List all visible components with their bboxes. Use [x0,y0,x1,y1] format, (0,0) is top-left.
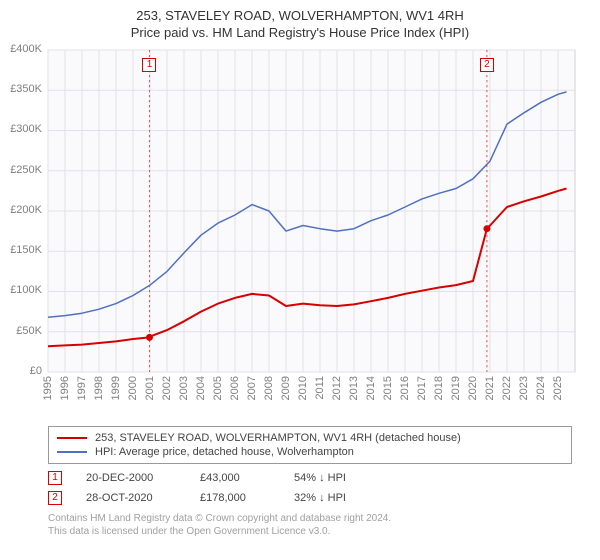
sale-delta: 32% ↓ HPI [294,492,374,504]
attribution-line1: Contains HM Land Registry data © Crown c… [48,512,572,525]
title-line2: Price paid vs. HM Land Registry's House … [0,25,600,42]
sale-row: 1 20-DEC-2000 £43,000 54% ↓ HPI [48,468,572,488]
y-tick-label: £250K [0,164,42,176]
legend-label-property: 253, STAVELEY ROAD, WOLVERHAMPTON, WV1 4… [95,432,461,444]
x-tick-label: 2017 [416,376,428,400]
sale-marker-box: 1 [142,58,156,72]
sale-date: 28-OCT-2020 [86,492,176,504]
x-tick-label: 2016 [399,376,411,400]
x-tick-label: 2008 [263,376,275,400]
x-tick-label: 2005 [212,376,224,400]
attribution-line2: This data is licensed under the Open Gov… [48,525,572,538]
x-tick-label: 2011 [314,376,326,400]
y-tick-label: £100K [0,284,42,296]
y-tick-label: £200K [0,204,42,216]
x-tick-label: 2018 [433,376,445,400]
legend-row: 253, STAVELEY ROAD, WOLVERHAMPTON, WV1 4… [57,431,563,445]
sale-price: £43,000 [200,472,270,484]
sale-price: £178,000 [200,492,270,504]
x-tick-label: 2025 [552,376,564,400]
x-tick-label: 2013 [348,376,360,400]
sale-delta: 54% ↓ HPI [294,472,374,484]
sale-marker-2: 2 [48,491,62,505]
x-tick-label: 1996 [59,376,71,400]
legend-row: HPI: Average price, detached house, Wolv… [57,445,563,459]
x-tick-label: 2012 [331,376,343,400]
chart-titles: 253, STAVELEY ROAD, WOLVERHAMPTON, WV1 4… [0,0,600,42]
x-tick-label: 2004 [195,376,207,400]
y-tick-label: £300K [0,123,42,135]
y-tick-label: £400K [0,43,42,55]
x-tick-label: 2023 [518,376,530,400]
sale-row: 2 28-OCT-2020 £178,000 32% ↓ HPI [48,488,572,508]
y-tick-label: £50K [0,325,42,337]
x-tick-label: 2000 [127,376,139,400]
x-tick-label: 2019 [450,376,462,400]
x-tick-label: 2021 [484,376,496,400]
x-tick-label: 1997 [76,376,88,400]
x-tick-label: 2001 [144,376,156,400]
legend-swatch-hpi [57,451,87,453]
x-tick-label: 1995 [42,376,54,400]
x-tick-label: 2006 [229,376,241,400]
series-legend: 253, STAVELEY ROAD, WOLVERHAMPTON, WV1 4… [48,426,572,464]
x-tick-label: 2002 [161,376,173,400]
x-tick-label: 1998 [93,376,105,400]
title-line1: 253, STAVELEY ROAD, WOLVERHAMPTON, WV1 4… [0,8,600,25]
sale-date: 20-DEC-2000 [86,472,176,484]
chart-svg [0,42,600,422]
x-tick-label: 2007 [246,376,258,400]
x-tick-label: 2010 [297,376,309,400]
y-tick-label: £350K [0,83,42,95]
x-tick-label: 2024 [535,376,547,400]
x-tick-label: 2022 [501,376,513,400]
y-tick-label: £0 [0,365,42,377]
chart-area: £0 £50K £100K £150K £200K £250K £300K £350K £400… [0,42,600,422]
x-tick-label: 2020 [467,376,479,400]
y-tick-label: £150K [0,244,42,256]
x-tick-label: 2009 [280,376,292,400]
x-tick-label: 2014 [365,376,377,400]
sale-marker-1: 1 [48,471,62,485]
sales-legend: 1 20-DEC-2000 £43,000 54% ↓ HPI 2 28-OCT… [48,468,572,508]
legend-label-hpi: HPI: Average price, detached house, Wolv… [95,446,354,458]
x-tick-label: 2003 [178,376,190,400]
x-tick-label: 1999 [110,376,122,400]
attribution: Contains HM Land Registry data © Crown c… [48,512,572,538]
sale-marker-box: 2 [480,58,494,72]
legend-swatch-property [57,437,87,439]
x-tick-label: 2015 [382,376,394,400]
